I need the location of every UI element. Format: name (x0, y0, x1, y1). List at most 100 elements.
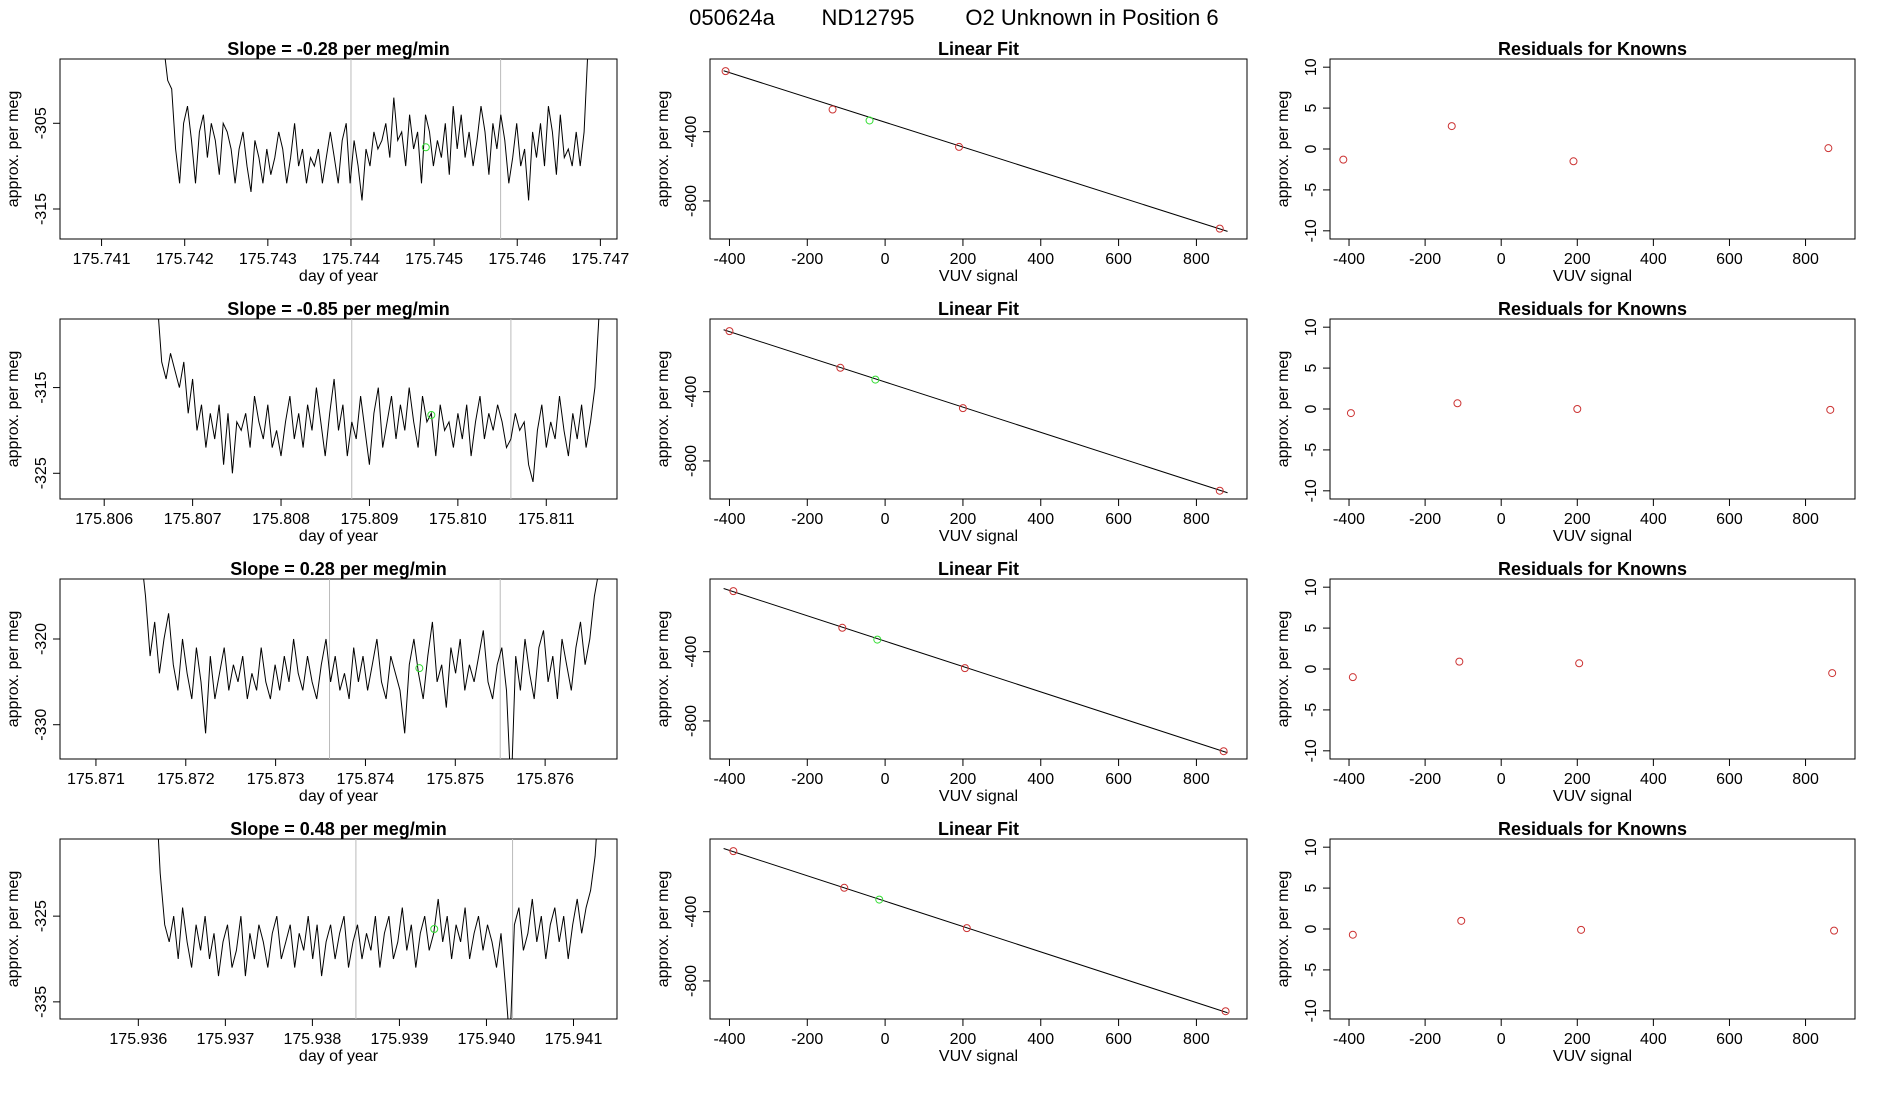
x-tick-label: 400 (1027, 771, 1054, 788)
residual-point (1457, 916, 1466, 925)
y-tick-label: -10 (1303, 999, 1320, 1022)
x-tick-label: 175.807 (164, 511, 222, 528)
x-tick-label: -200 (791, 511, 823, 528)
unknown-point (873, 635, 882, 644)
panel-title: Linear Fit (938, 819, 1019, 839)
x-tick-label: 800 (1183, 771, 1210, 788)
y-tick-label: 0 (1303, 144, 1320, 153)
y-axis-label: approx. per meg (655, 871, 672, 988)
residual-point (1455, 657, 1464, 666)
x-tick-label: 800 (1183, 511, 1210, 528)
x-tick-label: -400 (713, 251, 745, 268)
plot-area (143, 579, 598, 759)
panel-r4-fit: -400 -200 0 200 400 600 800 -400 -800 Linear Fit V… (655, 819, 1248, 1065)
residual-point (1447, 122, 1456, 131)
y-tick-label: -800 (683, 445, 700, 477)
x-tick-label: 800 (1792, 1031, 1819, 1048)
residual-point (1348, 673, 1357, 682)
unknown-marker (415, 664, 424, 673)
x-tick-label: 600 (1716, 251, 1743, 268)
x-tick-label: 175.747 (571, 251, 629, 268)
figure-title-position: O2 Unknown in Position 6 (965, 5, 1218, 30)
y-axis-label: approx. per meg (5, 351, 22, 468)
x-axis-label: VUV signal (939, 1048, 1018, 1065)
known-point (729, 587, 738, 596)
known-point (1219, 747, 1228, 756)
x-tick-label: 175.806 (75, 511, 133, 528)
x-tick-label: 800 (1792, 771, 1819, 788)
x-tick-label: -400 (1333, 511, 1365, 528)
known-point (721, 67, 730, 76)
plot-frame (1329, 578, 1856, 760)
plot-area (1348, 916, 1839, 939)
x-tick-label: -400 (713, 1031, 745, 1048)
y-axis-label: approx. per meg (655, 91, 672, 208)
known-point (960, 664, 969, 673)
x-tick-label: 175.875 (426, 771, 484, 788)
signal-trace (164, 59, 588, 201)
x-tick-label: 800 (1183, 251, 1210, 268)
plot-area (158, 319, 600, 499)
y-tick-label: -5 (1303, 443, 1320, 457)
x-tick-label: 175.811 (518, 511, 575, 528)
y-tick-label: -325 (33, 457, 50, 489)
y-axis-label: approx. per meg (1275, 351, 1292, 468)
x-tick-label: 200 (950, 511, 977, 528)
x-tick-label: 175.940 (458, 1031, 516, 1048)
panel-r1-trace: 175.741 175.742 175.743 175.744 175.745 175.7… (5, 39, 629, 285)
figure-title-sample: ND12795 (822, 5, 915, 30)
known-point (962, 924, 971, 933)
x-tick-label: 400 (1640, 771, 1667, 788)
plot-area (723, 587, 1228, 756)
x-tick-label: 175.743 (239, 251, 297, 268)
x-axis-label: VUV signal (939, 528, 1018, 545)
residual-point (1575, 659, 1584, 668)
y-tick-label: 0 (1303, 404, 1320, 413)
y-tick-label: -315 (33, 193, 50, 225)
x-tick-label: 175.876 (516, 771, 574, 788)
y-tick-label: 10 (1303, 838, 1320, 856)
x-tick-label: 175.742 (156, 251, 214, 268)
x-tick-label: -400 (1333, 1031, 1365, 1048)
x-tick-label: 175.873 (247, 771, 305, 788)
plot-frame (59, 578, 618, 760)
x-tick-label: 0 (881, 1031, 890, 1048)
y-axis-label: approx. per meg (1275, 611, 1292, 728)
y-tick-label: -330 (33, 709, 50, 741)
x-tick-label: 175.808 (252, 511, 310, 528)
residual-point (1569, 157, 1578, 166)
panel-r2-fit: -400 -200 0 200 400 600 800 -400 -800 Linear Fit V… (655, 299, 1248, 545)
residual-point (1339, 155, 1348, 164)
y-tick-label: -335 (33, 986, 50, 1018)
x-tick-label: 400 (1640, 511, 1667, 528)
x-axis-label: day of year (299, 268, 379, 285)
panel-title: Linear Fit (938, 39, 1019, 59)
y-tick-label: -10 (1303, 219, 1320, 242)
y-tick-label: -400 (683, 636, 700, 668)
y-axis-label: approx. per meg (655, 351, 672, 468)
y-tick-label: -400 (683, 376, 700, 408)
x-tick-label: 600 (1105, 251, 1132, 268)
panel-title: Slope = -0.85 per meg/min (227, 299, 450, 319)
y-tick-label: 0 (1303, 664, 1320, 673)
y-tick-label: -5 (1303, 183, 1320, 197)
x-tick-label: 175.872 (157, 771, 215, 788)
y-axis-label: approx. per meg (1275, 91, 1292, 208)
y-tick-label: -305 (33, 107, 50, 139)
x-tick-label: -400 (713, 771, 745, 788)
x-tick-label: 175.741 (73, 251, 131, 268)
residual-point (1824, 144, 1833, 153)
y-tick-label: 5 (1303, 364, 1320, 373)
x-tick-label: 200 (950, 771, 977, 788)
y-tick-label: 10 (1303, 318, 1320, 336)
y-tick-label: -800 (683, 705, 700, 737)
panel-r3-fit: -400 -200 0 200 400 600 800 -400 -800 Linear Fit V… (655, 559, 1248, 805)
x-tick-label: 800 (1792, 511, 1819, 528)
y-axis-label: approx. per meg (5, 91, 22, 208)
plot-area (723, 327, 1228, 495)
panel-title: Slope = 0.28 per meg/min (230, 559, 447, 579)
y-tick-label: 10 (1303, 58, 1320, 76)
x-tick-label: 600 (1716, 771, 1743, 788)
x-tick-label: 800 (1183, 1031, 1210, 1048)
plot-frame (1329, 838, 1856, 1020)
